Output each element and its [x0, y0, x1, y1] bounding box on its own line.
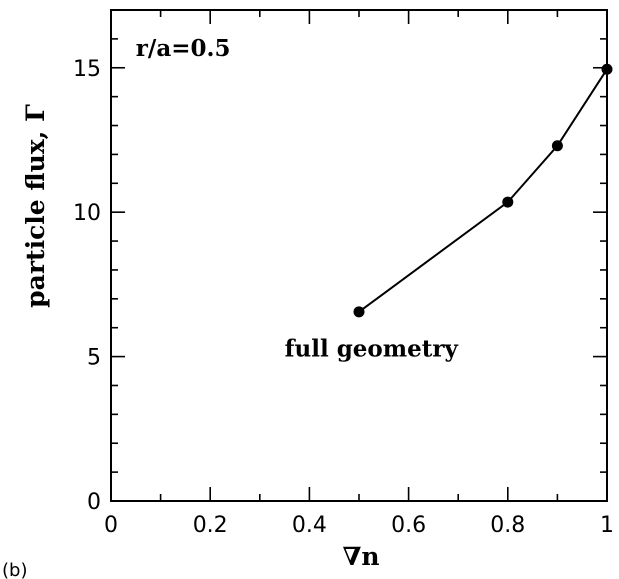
x-tick-label: 0.8 — [490, 513, 525, 538]
annotation-radius: r/a=0.5 — [136, 35, 231, 62]
plot-border — [110, 9, 608, 502]
data-point — [601, 63, 613, 75]
x-tick-label: 0 — [104, 513, 118, 538]
data-series — [353, 63, 613, 318]
panel-label: (b) — [2, 560, 27, 579]
data-point — [502, 196, 514, 208]
y-tick-label: 15 — [73, 57, 101, 82]
x-axis-label: ∇n — [343, 542, 380, 571]
x-tick-label: 1 — [600, 513, 614, 538]
x-tick-label: 0.4 — [292, 513, 327, 538]
x-tick-label: 0.6 — [391, 513, 426, 538]
annotation-geometry: full geometry — [285, 336, 459, 363]
plot-frame — [110, 9, 608, 502]
x-tick-label: 0.2 — [193, 513, 228, 538]
y-tick-label: 0 — [87, 490, 101, 515]
y-tick-label: 10 — [73, 201, 101, 226]
axis-ticks — [110, 9, 608, 502]
data-point — [353, 306, 365, 318]
series-line — [358, 68, 608, 313]
data-point — [551, 140, 563, 152]
y-tick-label: 5 — [87, 346, 101, 371]
y-axis-label: particle flux, Γ — [21, 104, 50, 308]
